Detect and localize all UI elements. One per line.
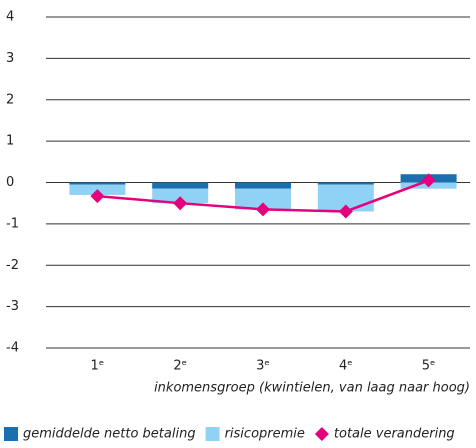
bar xyxy=(235,182,291,189)
legend-marker xyxy=(314,427,329,441)
line-marker xyxy=(173,196,188,211)
y-tick-label: 1 xyxy=(6,134,14,149)
y-tick-label: -2 xyxy=(6,258,19,273)
legend-marker xyxy=(4,427,18,441)
y-tick-label: -3 xyxy=(6,299,19,314)
x-tick-label: 5ᵉ xyxy=(422,359,436,374)
line-marker xyxy=(421,173,436,188)
y-tick-label: 2 xyxy=(6,92,14,107)
x-axis-label: inkomensgroep (kwintielen, van laag naar… xyxy=(154,381,470,396)
bar xyxy=(152,188,209,204)
x-tick-label: 1ᵉ xyxy=(91,359,105,374)
y-tick-label: 0 xyxy=(6,175,14,190)
bar xyxy=(152,182,209,189)
x-tick-label: 4ᵉ xyxy=(339,359,353,374)
bar xyxy=(235,188,291,210)
line-marker xyxy=(90,189,105,204)
line-marker xyxy=(256,202,270,217)
bar xyxy=(317,182,374,185)
x-tick-label: 2ᵉ xyxy=(173,359,187,374)
y-tick-label: -1 xyxy=(6,216,19,231)
y-tick-label: 4 xyxy=(6,10,14,25)
legend-label: gemiddelde netto betaling xyxy=(23,427,196,442)
x-tick-label: 3ᵉ xyxy=(256,359,270,374)
bar xyxy=(69,182,126,185)
legend-label: totale verandering xyxy=(334,427,455,442)
y-tick-label: 3 xyxy=(6,51,14,66)
y-tick-label: -4 xyxy=(6,341,19,356)
legend-marker xyxy=(205,427,220,441)
line-marker xyxy=(338,204,353,219)
legend-label: risicopremie xyxy=(225,427,305,442)
